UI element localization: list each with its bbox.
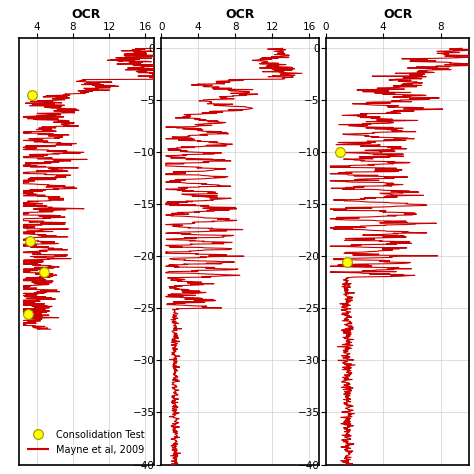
X-axis label: OCR: OCR <box>72 8 101 20</box>
X-axis label: OCR: OCR <box>383 8 412 20</box>
X-axis label: OCR: OCR <box>225 8 255 20</box>
Legend: Consolidation Test, Mayne et al, 2009: Consolidation Test, Mayne et al, 2009 <box>24 425 149 460</box>
